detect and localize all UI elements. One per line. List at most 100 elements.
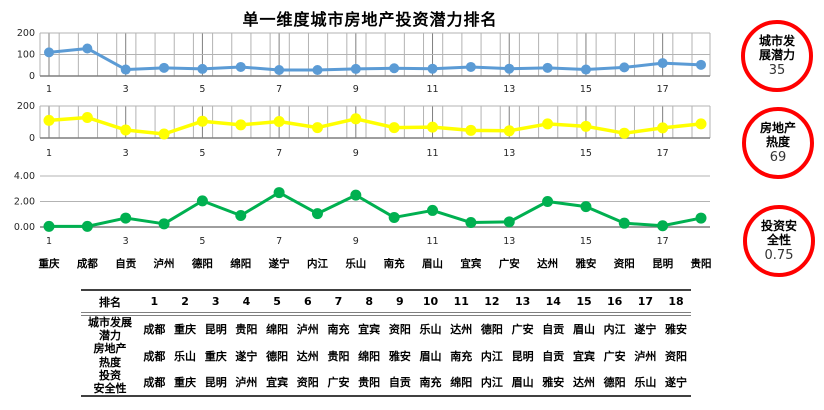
rank-number: 7	[323, 289, 354, 316]
svg-text:11: 11	[426, 84, 438, 95]
city-cell: 绵阳	[358, 349, 381, 363]
svg-text:0: 0	[29, 71, 35, 82]
city-cell: 资阳	[388, 323, 411, 337]
svg-text:9: 9	[353, 84, 359, 95]
svg-text:乐山: 乐山	[345, 257, 366, 270]
city-cell: 绵阳	[445, 368, 477, 398]
svg-text:7: 7	[276, 236, 282, 247]
rank-number: 9	[384, 289, 416, 316]
city-cell: 遂宁	[235, 349, 258, 363]
city-cell: 南充	[450, 349, 473, 363]
svg-text:17: 17	[657, 148, 669, 159]
rank-number: 5	[261, 289, 293, 316]
city-cell: 宜宾	[358, 323, 381, 337]
city-cell: 乐山	[630, 368, 661, 398]
city-cell: 德阳	[266, 349, 289, 363]
investment-safety-chart: 0.002.004.001 3 5 7 9 11 13 15 17重庆 成都 自贡 泸州 德阳 绵阳 遂宁内…	[14, 171, 712, 270]
svg-text:15: 15	[580, 236, 592, 247]
ranking-table: 排名 1 2 3 4 5 6 7 8 9 10 11 12 13 14 15 16 17 18 城市发展 潜力 成都 重庆…	[81, 289, 692, 398]
svg-text:1: 1	[46, 148, 52, 159]
table-row: 投资 安全性 成都 重庆 昆明 泸州 宜宾 资阳 广安 贵阳 自贡 南充 绵阳 内江 眉山 雅安 达州 德阳 乐山…	[81, 368, 692, 398]
badge-value: 69	[769, 149, 787, 165]
svg-text:11: 11	[426, 148, 438, 159]
badge-label: 投资安 全性	[760, 219, 797, 248]
svg-text:15: 15	[580, 148, 592, 159]
ranking-table-container: 排名 1 2 3 4 5 6 7 8 9 10 11 12 13 14 15 16 17 18 城市发展 潜力 成都 重庆…	[81, 289, 692, 398]
svg-text:13: 13	[503, 236, 515, 247]
city-cell: 自贡	[384, 368, 416, 398]
city-cell: 昆明	[200, 368, 232, 398]
svg-text:宜宾: 宜宾	[460, 257, 481, 270]
city-cell: 内江	[480, 349, 503, 363]
svg-text:9: 9	[353, 236, 359, 247]
city-cell: 乐山	[174, 349, 197, 363]
city-cell: 南充	[327, 323, 350, 337]
table-row: 房地产 热度 成都 乐山 重庆 遂宁 德阳 达州 贵阳 绵阳 雅安 眉山 南充 内江 昆明 自贡 宜宾 广安 泸州…	[81, 342, 691, 368]
rank-number: 15	[568, 289, 600, 316]
table-header-row: 排名 1 2 3 4 5 6 7 8 9 10 11 12 13 14 15 16 17 18	[81, 289, 692, 316]
svg-text:眉山: 眉山	[422, 257, 443, 270]
city-cell: 内江	[603, 323, 626, 337]
rank-number: 17	[630, 289, 661, 316]
badge-value: 0.75	[764, 247, 794, 263]
city-cell: 眉山	[419, 349, 442, 363]
svg-text:13: 13	[503, 84, 515, 95]
rank-number: 11	[445, 289, 477, 316]
svg-text:4.00: 4.00	[14, 171, 35, 182]
rank-number: 14	[537, 289, 569, 316]
city-cell: 泸州	[231, 368, 262, 398]
svg-text:3: 3	[123, 236, 129, 247]
svg-text:5: 5	[199, 236, 205, 247]
row-label: 投资 安全性	[81, 368, 139, 398]
svg-text:3: 3	[123, 148, 129, 159]
city-cell: 资阳	[665, 349, 688, 363]
city-cell: 昆明	[511, 349, 534, 363]
svg-text:7: 7	[276, 148, 282, 159]
city-cell: 自贡	[542, 323, 565, 337]
city-cell: 贵阳	[235, 323, 258, 337]
svg-text:1: 1	[46, 236, 52, 247]
city-cell: 成都	[143, 349, 166, 363]
badge-value: 35	[768, 62, 786, 78]
city-cell: 达州	[296, 349, 319, 363]
city-cell: 贵阳	[327, 349, 350, 363]
rank-number: 1	[139, 289, 170, 316]
rank-number: 2	[169, 289, 201, 316]
svg-text:达州: 达州	[537, 257, 558, 270]
city-cell: 贵阳	[353, 368, 385, 398]
rank-number: 16	[599, 289, 630, 316]
svg-text:100: 100	[17, 50, 35, 61]
svg-text:200: 200	[17, 28, 35, 39]
svg-text:资阳: 资阳	[614, 257, 635, 270]
page-title: 单一维度城市房地产投资潜力排名	[242, 10, 498, 29]
city-cell: 广安	[511, 323, 534, 337]
city-cell: 遂宁	[634, 323, 657, 337]
badge-label: 城市发 展潜力	[758, 34, 795, 63]
svg-text:200: 200	[17, 101, 35, 112]
city-cell: 德阳	[480, 323, 503, 337]
svg-text:雅安: 雅安	[575, 257, 596, 270]
svg-text:2.00: 2.00	[14, 197, 35, 208]
city-cell: 成都	[143, 323, 166, 337]
svg-text:德阳: 德阳	[191, 257, 213, 270]
city-cell: 广安	[603, 349, 626, 363]
svg-text:11: 11	[426, 236, 438, 247]
svg-text:贵阳: 贵阳	[691, 257, 712, 270]
row-label: 房地产 热度	[93, 342, 127, 369]
svg-text:17: 17	[657, 236, 669, 247]
city-cell: 雅安	[665, 323, 688, 337]
svg-text:南充: 南充	[384, 257, 405, 270]
city-cell: 重庆	[204, 349, 227, 363]
svg-text:15: 15	[580, 84, 592, 95]
svg-text:重庆: 重庆	[39, 257, 60, 270]
svg-text:0.00: 0.00	[14, 222, 35, 233]
city-cell: 遂宁	[660, 368, 692, 398]
city-cell: 宜宾	[572, 349, 595, 363]
rank-header-label: 排名	[81, 289, 139, 316]
svg-text:9: 9	[353, 148, 359, 159]
rank-number: 18	[660, 289, 692, 316]
rank-number: 13	[507, 289, 538, 316]
svg-text:5: 5	[199, 84, 205, 95]
